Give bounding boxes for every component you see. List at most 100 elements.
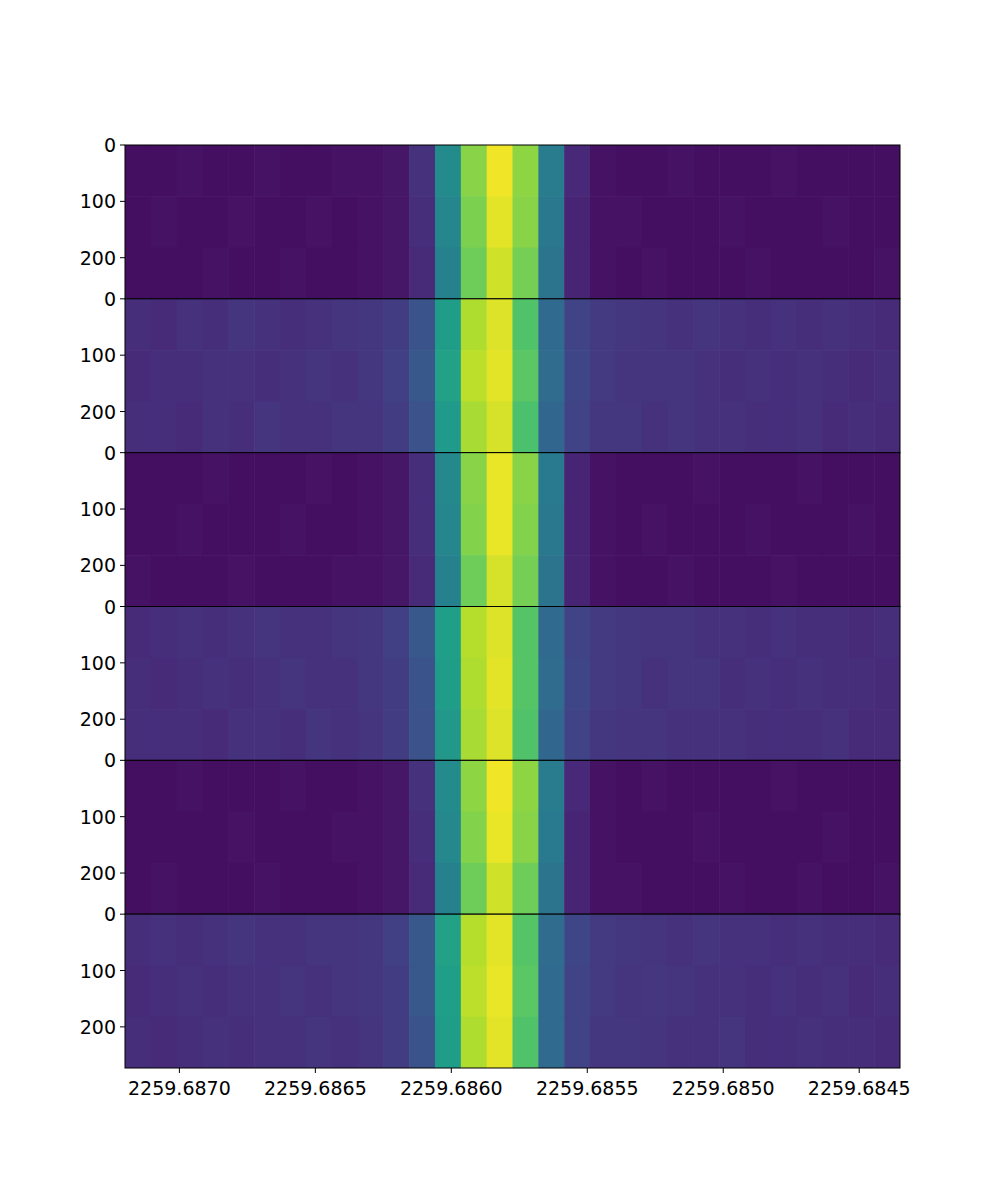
heatmap-cell xyxy=(564,196,590,248)
heatmap-cell xyxy=(668,709,694,760)
heatmap-cell xyxy=(435,965,461,1017)
heatmap-cell xyxy=(332,914,358,966)
heatmap-cell xyxy=(771,863,797,914)
y-tick xyxy=(120,970,125,971)
heatmap-cell xyxy=(254,196,280,248)
heatmap-cell xyxy=(280,1017,306,1068)
heatmap-cell xyxy=(254,914,280,966)
heatmap-cell xyxy=(435,709,461,760)
heatmap-cell xyxy=(125,350,151,402)
heatmap-cell xyxy=(513,401,539,452)
heatmap-cell xyxy=(254,709,280,760)
heatmap-cell xyxy=(383,196,409,248)
heatmap-cell xyxy=(693,555,719,606)
heatmap-cell xyxy=(358,453,384,505)
heatmap-cell xyxy=(848,914,874,966)
heatmap-cell xyxy=(538,709,564,760)
heatmap-cell xyxy=(693,350,719,402)
heatmap-cell xyxy=(151,1017,177,1068)
heatmap-cell xyxy=(771,555,797,606)
heatmap-cell xyxy=(358,1017,384,1068)
heatmap-cell xyxy=(435,1017,461,1068)
heatmap-cell xyxy=(590,760,616,812)
heatmap-cell xyxy=(280,350,306,402)
heatmap-cell xyxy=(358,350,384,402)
heatmap-cell xyxy=(332,196,358,248)
panel-frame xyxy=(125,145,900,299)
heatmap-cell xyxy=(306,504,332,556)
heatmap-cell xyxy=(254,555,280,606)
heatmap-cell xyxy=(435,145,461,197)
heatmap-cell xyxy=(125,299,151,351)
heatmap-cell xyxy=(487,709,513,760)
heatmap-cell xyxy=(203,401,229,452)
heatmap-cell xyxy=(693,145,719,197)
heatmap-cell xyxy=(745,504,771,556)
heatmap-cell xyxy=(280,607,306,659)
heatmap-cell xyxy=(616,607,642,659)
heatmap-cell xyxy=(693,299,719,351)
heatmap-cell xyxy=(797,709,823,760)
heatmap-cell xyxy=(668,965,694,1017)
heatmap-cell xyxy=(642,965,668,1017)
panel-cells xyxy=(125,453,900,607)
heatmap-cell xyxy=(203,299,229,351)
heatmap-cell xyxy=(280,914,306,966)
heatmap-cell xyxy=(383,1017,409,1068)
heatmap-cell xyxy=(461,607,487,659)
heatmap-cell xyxy=(254,965,280,1017)
heatmap-cell xyxy=(693,607,719,659)
heatmap-cell xyxy=(254,504,280,556)
heatmap-cell xyxy=(590,965,616,1017)
heatmap-cell xyxy=(383,504,409,556)
heatmap-cell xyxy=(848,863,874,914)
heatmap-cell xyxy=(693,760,719,812)
y-tick xyxy=(120,298,125,299)
heatmap-cell xyxy=(745,196,771,248)
heatmap-cell xyxy=(823,1017,849,1068)
heatmap-cell xyxy=(513,965,539,1017)
heatmap-cell xyxy=(151,555,177,606)
heatmap-cell xyxy=(874,196,900,248)
heatmap-cell xyxy=(693,812,719,864)
heatmap-cell xyxy=(487,760,513,812)
heatmap-cell xyxy=(280,863,306,914)
heatmap-cell xyxy=(797,145,823,197)
heatmap-cell xyxy=(435,812,461,864)
heatmap-cell xyxy=(228,760,254,812)
heatmap-cell xyxy=(564,709,590,760)
heatmap-cell xyxy=(280,760,306,812)
heatmap-cell xyxy=(487,196,513,248)
heatmap-cell xyxy=(564,914,590,966)
y-tick-label: 100 xyxy=(80,960,116,982)
y-tick-label: 200 xyxy=(80,862,116,884)
heatmap-cell xyxy=(151,248,177,299)
heatmap-cell xyxy=(177,709,203,760)
heatmap-cell xyxy=(332,709,358,760)
chart-container: 0100200010020001002000100200010020001002… xyxy=(0,0,1000,1200)
panel-frame xyxy=(125,453,900,607)
heatmap-cell xyxy=(487,812,513,864)
heatmap-cell xyxy=(616,299,642,351)
heatmap-cell xyxy=(668,658,694,710)
heatmap-cell xyxy=(487,401,513,452)
heatmap-cell xyxy=(874,863,900,914)
heatmap-cell xyxy=(797,1017,823,1068)
heatmap-cell xyxy=(771,196,797,248)
heatmap-cell xyxy=(306,145,332,197)
heatmap-cell xyxy=(590,299,616,351)
heatmap-cell xyxy=(177,401,203,452)
heatmap-cell xyxy=(874,812,900,864)
heatmap-cell xyxy=(848,145,874,197)
y-tick-label: 100 xyxy=(80,806,116,828)
heatmap-cell xyxy=(177,504,203,556)
heatmap-cell xyxy=(358,965,384,1017)
heatmap-cell xyxy=(332,760,358,812)
heatmap-cell xyxy=(487,145,513,197)
heatmap-cell xyxy=(435,350,461,402)
heatmap-cell xyxy=(177,145,203,197)
heatmap-cell xyxy=(177,453,203,505)
heatmap-cell xyxy=(306,658,332,710)
heatmap-cell xyxy=(771,145,797,197)
heatmap-cell xyxy=(771,401,797,452)
